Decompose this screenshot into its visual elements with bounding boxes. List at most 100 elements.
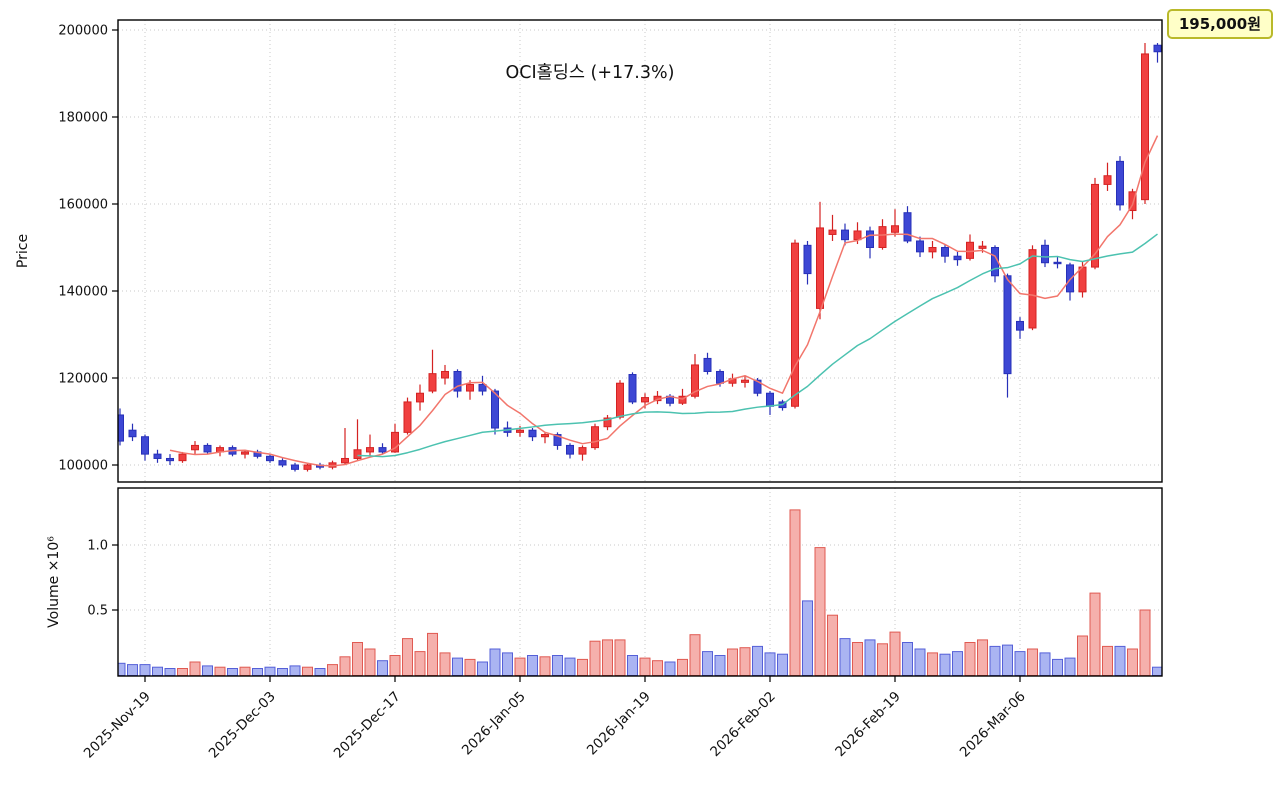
- candle-body: [403, 401, 412, 433]
- candle: [528, 428, 537, 442]
- candle: [1016, 317, 1024, 339]
- candle: [741, 375, 749, 388]
- candle: [828, 214, 837, 241]
- candle: [253, 449, 262, 459]
- volume-bar: [689, 634, 701, 676]
- candle-body: [741, 379, 749, 383]
- volume-bar: [1127, 648, 1138, 676]
- candle-body: [203, 444, 212, 453]
- candle: [178, 451, 187, 463]
- candle-body: [803, 244, 812, 275]
- volume-bar: [502, 652, 513, 676]
- volume-bar: [652, 660, 663, 676]
- volume-bar: [764, 652, 776, 676]
- candle-body: [1066, 264, 1074, 293]
- candle-body: [541, 434, 549, 438]
- volume-bar: [1064, 657, 1076, 676]
- candle-body: [1078, 266, 1087, 293]
- candle: [791, 239, 799, 409]
- date-tick-label: 2026-Jan-05: [459, 689, 529, 759]
- candle-body: [553, 434, 562, 446]
- ma20-line: [357, 233, 1158, 458]
- volume-bar: [939, 653, 951, 676]
- candle-body: [1003, 275, 1012, 375]
- candle: [953, 251, 962, 266]
- candle: [141, 434, 149, 461]
- volume-bar: [564, 657, 576, 676]
- volume-bar: [377, 660, 388, 676]
- candle: [403, 397, 412, 435]
- candle: [1116, 156, 1124, 211]
- candle: [966, 234, 974, 261]
- candle-body: [578, 447, 587, 455]
- date-tick-label: 2025-Dec-03: [206, 689, 279, 762]
- volume-bar: [127, 664, 138, 676]
- volume-bar: [952, 651, 963, 676]
- candle-body: [378, 447, 387, 453]
- candle: [378, 443, 387, 455]
- ma-lines-layer: [169, 135, 1159, 467]
- candle: [341, 428, 349, 465]
- candle: [1003, 273, 1012, 398]
- volume-bar: [639, 657, 651, 676]
- candle-body: [128, 429, 137, 438]
- candle: [128, 423, 137, 442]
- candle-body: [141, 436, 149, 455]
- candle: [1053, 257, 1062, 269]
- volume-bar: [452, 657, 463, 676]
- candle-body: [853, 230, 862, 241]
- volume-bar: [664, 661, 676, 676]
- volume-bar: [889, 631, 901, 676]
- volume-bar: [1089, 592, 1101, 676]
- candle: [241, 449, 249, 459]
- volume-bar: [289, 665, 301, 676]
- candle-body: [453, 370, 462, 392]
- candle-body: [1128, 191, 1137, 212]
- candle-body: [791, 242, 799, 407]
- date-tick-label: 2026-Mar-06: [957, 689, 1029, 761]
- candle: [916, 236, 924, 258]
- volume-bar: [1077, 635, 1088, 676]
- volume-bar: [152, 666, 163, 676]
- volume-bar: [202, 665, 213, 676]
- candle: [266, 454, 274, 463]
- date-tick-label: 2026-Jan-19: [584, 689, 654, 759]
- candle-body: [766, 392, 774, 407]
- candle: [603, 414, 612, 431]
- candle-body: [691, 364, 699, 397]
- candle: [1041, 239, 1049, 268]
- volume-bar: [464, 658, 476, 676]
- candle-body: [816, 227, 824, 309]
- candle-body: [278, 460, 287, 466]
- candle-body: [1153, 44, 1162, 53]
- candle: [803, 240, 812, 285]
- candle: [591, 423, 599, 450]
- volume-bar: [352, 642, 363, 676]
- candle-body: [166, 457, 174, 462]
- price-tick-label: 100000: [58, 459, 108, 474]
- candle: [903, 206, 912, 244]
- candle-body: [353, 449, 362, 459]
- candle: [166, 454, 174, 465]
- candlesticks-layer: [118, 43, 1162, 472]
- candle-body: [878, 226, 887, 248]
- candle-body: [391, 431, 399, 453]
- candle-body: [628, 374, 637, 403]
- price-tick-label: 120000: [58, 372, 108, 387]
- volume-bar: [589, 640, 601, 676]
- candle: [866, 226, 874, 259]
- candle-body: [191, 444, 199, 451]
- candle: [416, 384, 424, 411]
- volume-bar: [964, 642, 976, 676]
- candle-body: [978, 245, 987, 249]
- volume-bar: [1027, 648, 1038, 676]
- candle: [941, 244, 949, 263]
- volume-bar: [427, 632, 438, 676]
- candle-body: [866, 230, 874, 249]
- volume-panel: [117, 487, 1163, 677]
- candle-body: [703, 357, 712, 372]
- volume-bar: [1039, 652, 1051, 676]
- volume-bar: [989, 645, 1001, 676]
- candle-body: [1053, 261, 1062, 265]
